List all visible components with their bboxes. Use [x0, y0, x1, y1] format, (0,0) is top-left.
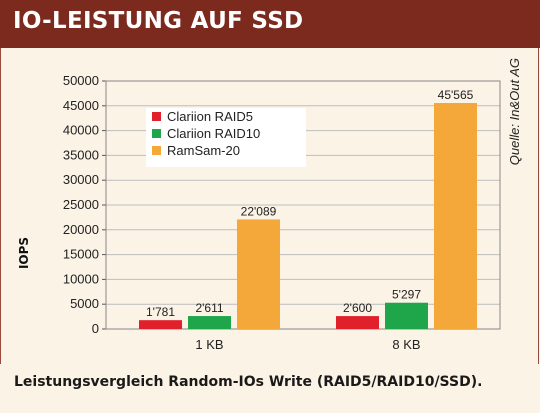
legend-swatch	[152, 112, 161, 121]
bar-ramsam-20	[434, 102, 477, 329]
y-axis-label: IOPS	[17, 237, 31, 269]
legend-label: Clariion RAID5	[167, 109, 253, 124]
y-tick-label: 50000	[63, 73, 99, 88]
legend-box	[146, 108, 306, 167]
y-tick-label: 25000	[63, 197, 99, 212]
bar-clariion-raid10	[385, 302, 428, 329]
data-label: 2'600	[343, 301, 372, 315]
legend-label: RamSam-20	[167, 143, 240, 158]
y-tick-label: 30000	[63, 172, 99, 187]
legend-swatch	[152, 129, 161, 138]
plot-border	[105, 80, 501, 330]
y-tick-label: 45000	[63, 98, 99, 113]
data-label: 45'565	[438, 88, 474, 102]
title-bar: IO-LEISTUNG AUF SSD	[0, 0, 540, 48]
y-tick-label: 35000	[63, 147, 99, 162]
bar-clariion-raid5	[336, 316, 379, 329]
source-credit: Quelle: In&Out AG	[507, 58, 522, 166]
bar-clariion-raid10	[188, 316, 231, 329]
x-tick-label: 1 KB	[195, 337, 223, 352]
legend-label: Clariion RAID10	[167, 126, 260, 141]
x-tick-label: 8 KB	[392, 337, 420, 352]
data-label: 5'297	[392, 288, 421, 302]
bar-ramsam-20	[237, 219, 280, 329]
data-label: 1'781	[146, 305, 175, 319]
chart-caption: Leistungsvergleich Random-IOs Write (RAI…	[14, 374, 483, 390]
y-tick-label: 0	[92, 321, 99, 336]
page-title: IO-LEISTUNG AUF SSD	[13, 8, 304, 34]
axes: 0 5000 10000 15000 20000 25000 30000 35000 40000…	[63, 73, 501, 352]
data-label: 22'089	[241, 204, 277, 218]
legend: Clariion RAID5 Clariion RAID10 RamSam-20	[146, 108, 306, 167]
y-tick-label: 10000	[63, 271, 99, 286]
legend-swatch	[152, 146, 161, 155]
data-label: 2'611	[195, 301, 223, 315]
bar-clariion-raid5	[139, 320, 182, 329]
y-tick-label: 20000	[63, 222, 99, 237]
y-tick-label: 15000	[63, 247, 99, 262]
bars: 1'781 2'611 22'089 2'600 5'297 45'565	[139, 88, 477, 329]
chart-frame	[0, 48, 539, 364]
bar-chart: 0 5000 10000 15000 20000 25000 30000 35000 40000…	[17, 73, 501, 352]
y-tick-label: 5000	[70, 296, 99, 311]
y-tick-label: 40000	[63, 123, 99, 138]
